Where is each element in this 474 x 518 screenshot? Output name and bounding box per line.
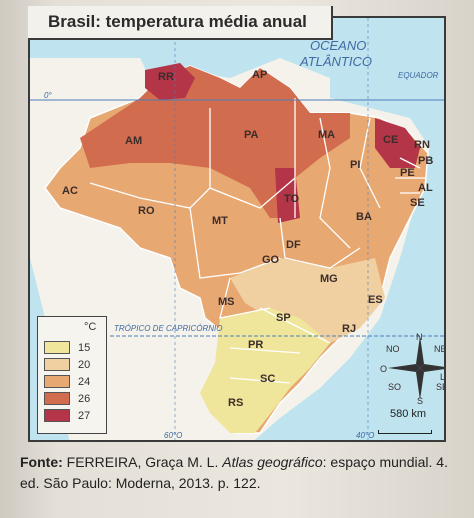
legend-value: 27	[78, 409, 91, 422]
legend-unit: °C	[84, 321, 97, 333]
compass-no: NO	[386, 344, 400, 354]
state-AL: AL	[418, 182, 433, 194]
state-MT: MT	[212, 215, 228, 227]
state-RS: RS	[228, 397, 243, 409]
brazil-map: OCEANO ATLÂNTICO EQUADOR 0° TRÓPICO DE C…	[30, 18, 446, 440]
source-citation: Fonte: FERREIRA, Graça M. L. Atlas geogr…	[20, 452, 450, 494]
state-RO: RO	[138, 205, 155, 217]
compass-o: O	[380, 364, 387, 374]
legend-value: 26	[78, 392, 91, 405]
legend-item: 15	[44, 341, 104, 354]
compass-se: SE	[436, 382, 446, 392]
state-ES: ES	[368, 294, 383, 306]
state-RJ: RJ	[342, 323, 356, 335]
state-PE: PE	[400, 167, 415, 179]
equator-degree: 0°	[44, 91, 52, 100]
state-SC: SC	[260, 373, 275, 385]
lon-40-label: 40°O	[356, 431, 374, 440]
state-BA: BA	[356, 211, 372, 223]
legend-value: 15	[78, 341, 91, 354]
ocean-label-2: ATLÂNTICO	[299, 54, 372, 69]
compass-n: N	[416, 332, 423, 342]
legend-item: 27	[44, 409, 104, 422]
state-RR: RR	[158, 71, 174, 83]
state-SE: SE	[410, 197, 425, 209]
source-rest: : espaço mundial. 4. ed. São Paulo: Mode…	[20, 454, 448, 491]
state-MA: MA	[318, 129, 335, 141]
hottest-region-rr	[145, 63, 195, 100]
compass-l: L	[440, 372, 445, 382]
state-borders	[89, 98, 425, 384]
cool-region-south	[200, 308, 330, 433]
compass-so: SO	[388, 382, 401, 392]
legend-swatch	[44, 358, 70, 371]
hottest-region-to	[275, 168, 300, 223]
state-PI: PI	[350, 159, 360, 171]
legend-item: 20	[44, 358, 104, 371]
legend-item: 24	[44, 375, 104, 388]
scale-label: 580 km	[390, 408, 427, 420]
map-title-box: Brasil: temperatura média anual	[28, 6, 333, 40]
state-PA: PA	[244, 129, 259, 141]
lon-60-label: 60°O	[164, 431, 182, 440]
mild-region-southeast	[230, 258, 385, 348]
state-MS: MS	[218, 296, 235, 308]
legend-swatch	[44, 375, 70, 388]
legend-item: 26	[44, 392, 104, 405]
state-SP: SP	[276, 312, 291, 324]
source-book: Atlas geográfico	[222, 454, 323, 470]
source-text: FERREIRA, Graça M. L.	[62, 454, 223, 470]
ocean-label-1: OCEANO	[310, 38, 366, 53]
state-MG: MG	[320, 273, 338, 285]
legend-value: 24	[78, 375, 91, 388]
temperature-legend: °C 15 20 24 26 27	[37, 316, 107, 434]
state-TO: TO	[284, 193, 300, 205]
state-DF: DF	[286, 239, 301, 251]
state-GO: GO	[262, 254, 280, 266]
state-AM: AM	[125, 135, 142, 147]
legend-swatch	[44, 409, 70, 422]
state-PB: PB	[418, 155, 433, 167]
legend-swatch	[44, 341, 70, 354]
compass-s: S	[417, 396, 423, 406]
tropic-label: TRÓPICO DE CAPRICÓRNIO	[114, 324, 222, 333]
legend-swatch	[44, 392, 70, 405]
state-AP: AP	[252, 69, 267, 81]
equator-label: EQUADOR	[398, 71, 439, 80]
state-PR: PR	[248, 339, 263, 351]
scale-bar	[378, 430, 432, 434]
source-label: Fonte:	[20, 454, 63, 470]
legend-value: 20	[78, 358, 91, 371]
state-CE: CE	[383, 134, 398, 146]
state-AC: AC	[62, 185, 78, 197]
map-frame: OCEANO ATLÂNTICO EQUADOR 0° TRÓPICO DE C…	[28, 16, 446, 442]
hottest-region-ce	[375, 118, 420, 168]
compass-ne: NE	[434, 344, 446, 354]
state-RN: RN	[414, 139, 430, 151]
compass-rose-icon	[388, 336, 444, 400]
map-title: Brasil: temperatura média anual	[48, 12, 307, 31]
